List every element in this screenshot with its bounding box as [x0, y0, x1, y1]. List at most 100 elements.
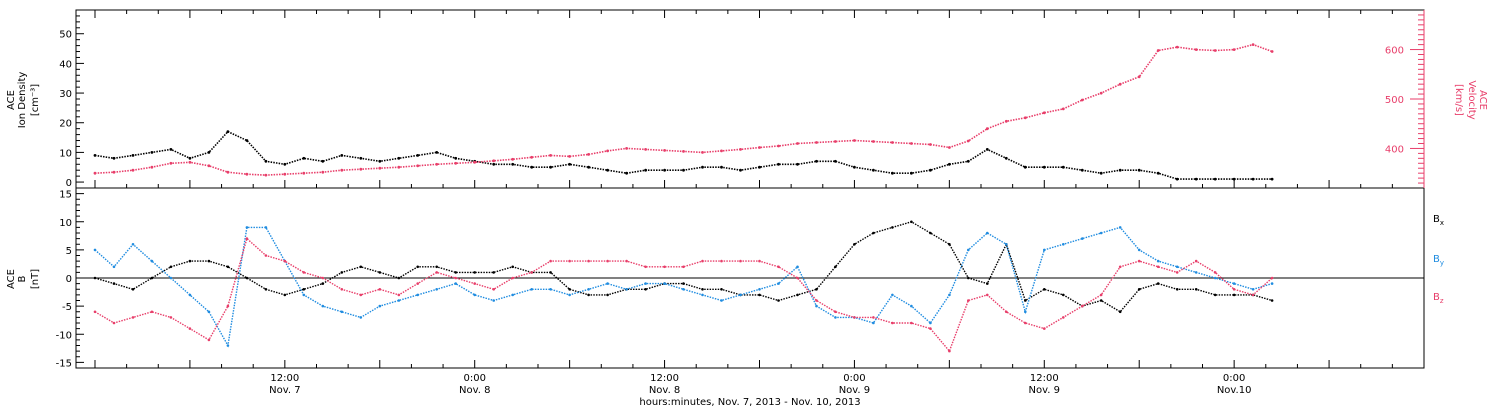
b-tick-label: 0	[66, 274, 72, 285]
bx-point	[910, 220, 913, 224]
bx-point	[777, 299, 780, 302]
bz-point	[1043, 327, 1046, 330]
by-point	[302, 293, 306, 297]
bz-point	[283, 259, 287, 263]
bz-point	[929, 327, 932, 330]
bz-point	[473, 282, 477, 285]
bz-point	[150, 310, 154, 314]
bx-point	[891, 226, 894, 229]
density-point	[682, 168, 685, 172]
time-tick-label: 0:00	[843, 373, 865, 384]
bz-point	[739, 259, 742, 263]
bz-point	[549, 259, 552, 263]
by-point	[568, 293, 571, 297]
velocity-point	[834, 140, 837, 143]
density-point	[302, 156, 306, 160]
by-point	[207, 310, 211, 314]
bx-point	[549, 271, 552, 274]
date-tick-label: Nov. 8	[459, 385, 490, 396]
density-tick-label: 40	[59, 59, 72, 70]
density-point	[815, 159, 818, 163]
by-trace	[94, 226, 1273, 348]
by-point	[226, 344, 230, 347]
bx-point	[1156, 282, 1160, 285]
velocity-point	[777, 144, 780, 148]
velocity-point	[112, 170, 116, 174]
density-point	[1118, 168, 1122, 172]
time-tick-label: 12:00	[650, 373, 679, 384]
bx-point	[492, 271, 496, 274]
velocity-point	[473, 160, 477, 164]
velocity-point	[1213, 49, 1217, 52]
velocity-point	[663, 149, 666, 152]
density-point	[796, 162, 799, 166]
density-point	[207, 151, 211, 154]
velocity-label-line2: Velocity	[1466, 80, 1477, 119]
by-point	[1005, 243, 1008, 246]
density-axis-label: ACE Ion Density [cm⁻³]	[6, 72, 41, 129]
density-point	[663, 168, 666, 172]
density-point	[720, 165, 723, 169]
by-point	[549, 288, 552, 291]
by-point	[169, 276, 173, 280]
bz-point	[834, 310, 837, 314]
velocity-point	[169, 161, 173, 165]
bx-point	[1024, 299, 1027, 302]
velocity-point	[188, 160, 192, 164]
bx-point	[1270, 299, 1274, 302]
bz-point	[321, 276, 325, 280]
density-point	[758, 165, 761, 169]
velocity-point	[1232, 48, 1236, 51]
bx-point	[1232, 293, 1236, 297]
bz-point	[853, 316, 856, 319]
velocity-point	[283, 172, 287, 176]
bz-trace	[94, 237, 1273, 353]
bx-point	[112, 282, 116, 285]
time-tick-label: 12:00	[1030, 373, 1059, 384]
bz-point	[1175, 271, 1179, 274]
velocity-point	[1156, 49, 1160, 52]
by-point	[891, 293, 894, 297]
velocity-point	[378, 166, 382, 170]
by-point	[967, 248, 970, 252]
by-point	[986, 231, 989, 235]
b-field-axis-label: ACE B [nT]	[6, 269, 41, 289]
density-point	[245, 139, 249, 142]
density-point	[853, 165, 856, 169]
bz-point	[226, 304, 230, 308]
density-point	[511, 162, 515, 166]
velocity-point	[910, 142, 913, 145]
density-point	[188, 156, 192, 160]
velocity-point	[511, 157, 515, 161]
velocity-point	[1004, 119, 1008, 123]
bx-point	[682, 282, 685, 285]
bz-point	[264, 254, 268, 257]
density-series	[93, 130, 1274, 181]
bx-point	[454, 271, 458, 274]
density-point	[1270, 177, 1274, 181]
bz-point	[1118, 265, 1122, 269]
bx-point	[397, 276, 401, 280]
density-point	[739, 168, 742, 172]
by-point	[872, 321, 875, 325]
bx-point	[378, 271, 382, 274]
velocity-point	[1270, 50, 1274, 53]
bz-point	[1062, 316, 1065, 319]
by-point	[625, 288, 628, 291]
density-trace	[94, 130, 1273, 180]
by-point	[587, 288, 590, 291]
bz-point	[948, 349, 951, 353]
density-point	[150, 151, 154, 154]
by-point	[435, 288, 439, 291]
density-point	[948, 162, 951, 166]
plasma-panel-frame	[75, 9, 1425, 189]
bx-point	[929, 231, 932, 235]
by-point	[188, 293, 192, 297]
density-point	[359, 156, 363, 160]
velocity-label-line3: [km/s]	[1453, 84, 1464, 116]
bz-point	[1232, 288, 1236, 291]
velocity-point	[340, 168, 344, 172]
by-point	[473, 293, 477, 297]
density-point	[530, 165, 534, 169]
density-label-line1: ACE	[6, 90, 17, 110]
